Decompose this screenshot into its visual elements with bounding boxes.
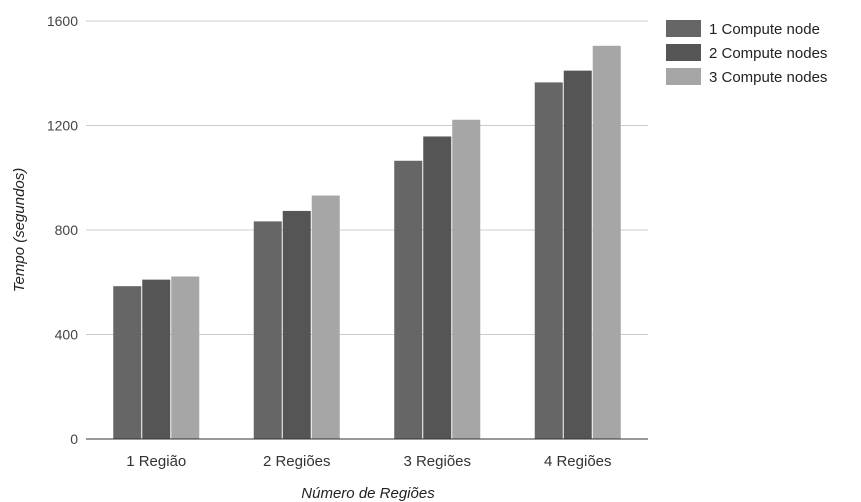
x-tick-label: 3 Regiões — [403, 453, 471, 470]
x-tick-label: 1 Região — [126, 453, 186, 470]
y-tick-labels: 0 400 800 1200 1600 — [47, 13, 78, 447]
bar — [394, 160, 423, 440]
gridlines — [86, 20, 648, 335]
bar — [282, 210, 311, 439]
x-axis-label: Número de Regiões — [301, 485, 435, 502]
bar — [253, 221, 282, 439]
y-axis-label: Tempo (segundos) — [11, 168, 28, 293]
bar — [452, 119, 481, 439]
bar — [423, 136, 452, 439]
legend-label: 3 Compute nodes — [709, 69, 827, 86]
bar — [142, 279, 171, 439]
bar — [563, 70, 592, 439]
bar — [534, 82, 563, 440]
legend-swatch — [666, 44, 701, 61]
bar — [113, 286, 142, 439]
x-tick-label: 2 Regiões — [263, 453, 331, 470]
y-tick-label: 1200 — [47, 118, 78, 134]
bars — [113, 45, 621, 440]
y-tick-label: 800 — [55, 222, 79, 238]
bar — [592, 45, 621, 439]
legend-label: 2 Compute nodes — [709, 45, 827, 62]
legend: 1 Compute node 2 Compute nodes 3 Compute n… — [666, 20, 827, 86]
legend-swatch — [666, 68, 701, 85]
y-tick-label: 1600 — [47, 13, 78, 29]
legend-label: 1 Compute node — [709, 21, 820, 38]
x-tick-label: 4 Regiões — [544, 453, 612, 470]
legend-swatch — [666, 20, 701, 37]
bar — [311, 195, 340, 439]
bar — [171, 276, 200, 439]
y-tick-label: 0 — [70, 431, 78, 447]
y-tick-label: 400 — [55, 327, 79, 343]
x-tick-labels: 1 Região 2 Regiões 3 Regiões 4 Regiões — [126, 453, 611, 470]
